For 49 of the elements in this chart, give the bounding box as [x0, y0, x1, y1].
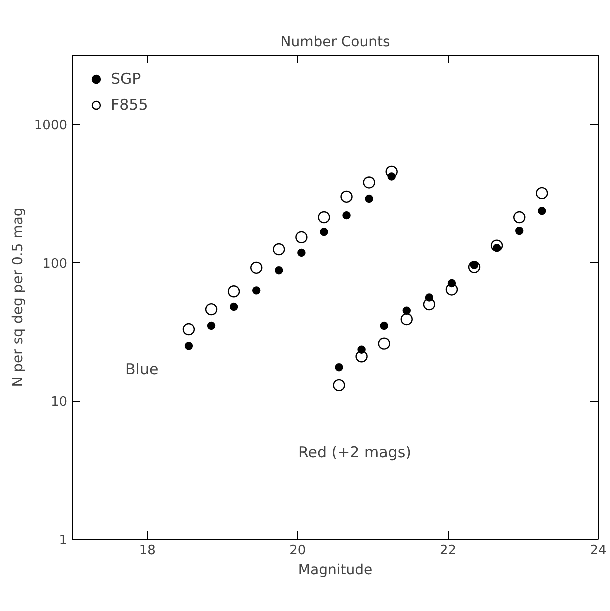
- point: [207, 322, 216, 330]
- point: [380, 322, 388, 330]
- point: [365, 194, 374, 204]
- point: [400, 313, 413, 326]
- point: [402, 306, 411, 315]
- point: [296, 231, 308, 244]
- point: [342, 211, 351, 220]
- point: [273, 243, 286, 256]
- point: [516, 226, 524, 236]
- point: [468, 261, 481, 274]
- point: [356, 350, 368, 363]
- chart-title: Number Counts: [280, 34, 390, 50]
- point: [320, 228, 328, 236]
- legend-label: F855: [111, 96, 148, 114]
- point: [333, 379, 346, 392]
- point: [378, 338, 390, 350]
- point: [446, 284, 458, 296]
- annotation: Blue: [126, 360, 159, 378]
- legend-label: SGP: [111, 70, 142, 88]
- point: [275, 266, 284, 275]
- y-tick-label: 1000: [34, 118, 68, 134]
- y-tick-label: 10: [50, 395, 68, 410]
- point: [318, 211, 330, 224]
- point: [363, 176, 376, 189]
- x-axis-title: Magnitude: [298, 562, 373, 578]
- annotation: Red (+2 mags): [298, 444, 412, 462]
- point: [230, 302, 238, 312]
- x-tick-label: 22: [440, 544, 456, 558]
- y-tick-label: 1: [59, 534, 68, 548]
- point: [250, 262, 263, 274]
- point: [423, 298, 436, 311]
- point: [490, 240, 504, 252]
- point: [252, 286, 261, 295]
- point: [514, 211, 526, 224]
- point: [228, 286, 240, 298]
- point: [335, 364, 344, 372]
- point: [298, 248, 306, 258]
- point: [182, 323, 196, 336]
- y-tick-label: 100: [42, 256, 68, 272]
- x-tick-label: 24: [590, 544, 607, 558]
- point: [386, 166, 398, 178]
- point: [340, 190, 353, 204]
- point: [205, 303, 218, 316]
- point: [184, 342, 194, 350]
- point: [536, 187, 548, 200]
- x-tick-label: 20: [290, 544, 306, 558]
- point: [538, 207, 546, 216]
- x-tick-label: 18: [139, 544, 156, 558]
- y-axis-title: N per sq deg per 0.5 mag: [10, 208, 26, 388]
